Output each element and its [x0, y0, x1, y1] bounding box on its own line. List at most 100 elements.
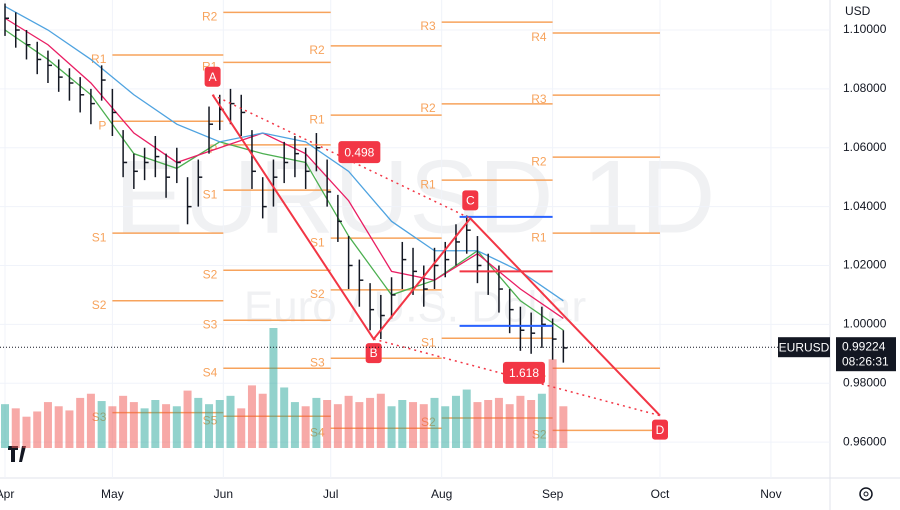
volume-bar — [108, 406, 117, 448]
volume-bar — [140, 408, 149, 448]
countdown: 08:26:31 — [842, 354, 889, 368]
symbol-tag — [778, 337, 830, 358]
volume-bar — [398, 400, 407, 448]
pattern-point — [462, 190, 479, 211]
volume-bar — [387, 406, 396, 448]
pivot-label: S1 — [92, 230, 107, 244]
volume-bar — [323, 400, 332, 448]
pattern-point — [204, 66, 221, 87]
y-tick-label: 1.00000 — [843, 317, 887, 331]
volume-bar — [183, 390, 192, 448]
watermark-symbol: EURUSD 1D — [115, 139, 716, 255]
volume-bar — [54, 406, 63, 448]
pivot-label: R2 — [531, 154, 547, 168]
volume-bar — [527, 400, 536, 448]
volume-bar — [344, 395, 353, 448]
volume-bar — [505, 404, 514, 448]
volume-bar — [312, 397, 321, 448]
symbol-label: EURUSD — [779, 340, 830, 354]
ratio-label: 0.498 — [344, 145, 374, 159]
pivot-label: R1 — [91, 52, 107, 66]
pivot-label: R1 — [420, 177, 436, 191]
ratio-label: 1.618 — [509, 366, 539, 380]
volume-bar — [76, 397, 85, 448]
volume-bar — [290, 402, 299, 448]
volume-bar — [366, 397, 375, 448]
y-tick-label: 1.10000 — [843, 22, 887, 36]
pivot-label: S1 — [421, 335, 436, 349]
pivot-label: S2 — [92, 298, 107, 312]
pivot-label: R2 — [202, 10, 218, 24]
volume-bar — [333, 404, 342, 448]
volume-bar — [205, 404, 214, 448]
volume-bar — [430, 397, 439, 448]
volume-bar — [376, 393, 385, 448]
pivot-label: R3 — [420, 19, 436, 33]
pattern-label: A — [209, 70, 217, 84]
x-tick-label: Oct — [651, 487, 670, 501]
volume-bar — [451, 395, 460, 448]
pattern-line — [211, 94, 661, 417]
x-tick-label: Jul — [323, 487, 338, 501]
volume-bar — [516, 395, 525, 448]
pivot-label: P — [209, 142, 217, 156]
pivot-label: R2 — [420, 101, 436, 115]
x-tick-label: Apr — [0, 487, 14, 501]
volume-bar — [409, 402, 418, 448]
pivot-label: S2 — [310, 287, 325, 301]
volume-bar — [11, 408, 20, 448]
volume-bar — [86, 393, 95, 448]
volume-bar — [441, 406, 450, 448]
volume-bar — [162, 404, 171, 448]
volume-bar — [65, 410, 74, 448]
pattern-label: C — [466, 194, 475, 208]
y-tick-label: 1.06000 — [843, 140, 887, 154]
x-tick-label: Aug — [431, 487, 452, 501]
volume-bar — [151, 400, 160, 448]
currency[interactable]: USD — [845, 4, 871, 18]
volume-bar — [258, 393, 267, 448]
volume-bar — [537, 393, 546, 448]
price-label: 0.99224 — [842, 339, 886, 353]
volume-bar — [301, 406, 310, 448]
pivot-label: R1 — [531, 230, 547, 244]
volume-bar — [548, 359, 557, 448]
pattern-ratio-line — [373, 338, 661, 417]
pivot-label: S2 — [203, 267, 218, 281]
y-tick-label: 1.04000 — [843, 199, 887, 213]
volume-bar — [194, 397, 203, 448]
volume-bar — [129, 402, 138, 448]
volume-bar — [280, 387, 289, 448]
ratio-box — [502, 361, 545, 384]
volume-bar — [172, 406, 181, 448]
y-tick-label: 1.08000 — [843, 81, 887, 95]
pivot-label: S3 — [310, 355, 325, 369]
pattern-label: D — [656, 423, 665, 437]
pattern-label: B — [370, 346, 378, 360]
volume-bar — [462, 389, 471, 448]
volume-bar — [473, 402, 482, 448]
ratio-box — [338, 141, 381, 164]
pivot-label: R4 — [531, 30, 547, 44]
pivot-label: S4 — [203, 365, 218, 379]
pivot-label: P — [98, 118, 106, 132]
volume-bar — [355, 402, 364, 448]
volume-bar — [97, 401, 106, 448]
pivot-label: S3 — [203, 317, 218, 331]
x-tick-label: Sep — [542, 487, 564, 501]
pivot-label: S1 — [203, 187, 218, 201]
volume-bar — [22, 416, 31, 448]
volume-bar — [215, 400, 224, 448]
volume-bar — [33, 411, 42, 448]
x-tick-label: Nov — [760, 487, 781, 501]
y-tick-label: 0.96000 — [843, 434, 887, 448]
pivot-label: R2 — [309, 43, 325, 57]
settings-icon[interactable] — [859, 487, 873, 501]
volume-bar — [1, 404, 10, 448]
pivot-label: R3 — [531, 92, 547, 106]
pivot-label: S1 — [310, 235, 325, 249]
volume-bar — [247, 385, 256, 448]
volume-bar — [419, 404, 428, 448]
x-tick-label: May — [101, 487, 124, 501]
volume-bar — [269, 328, 278, 448]
